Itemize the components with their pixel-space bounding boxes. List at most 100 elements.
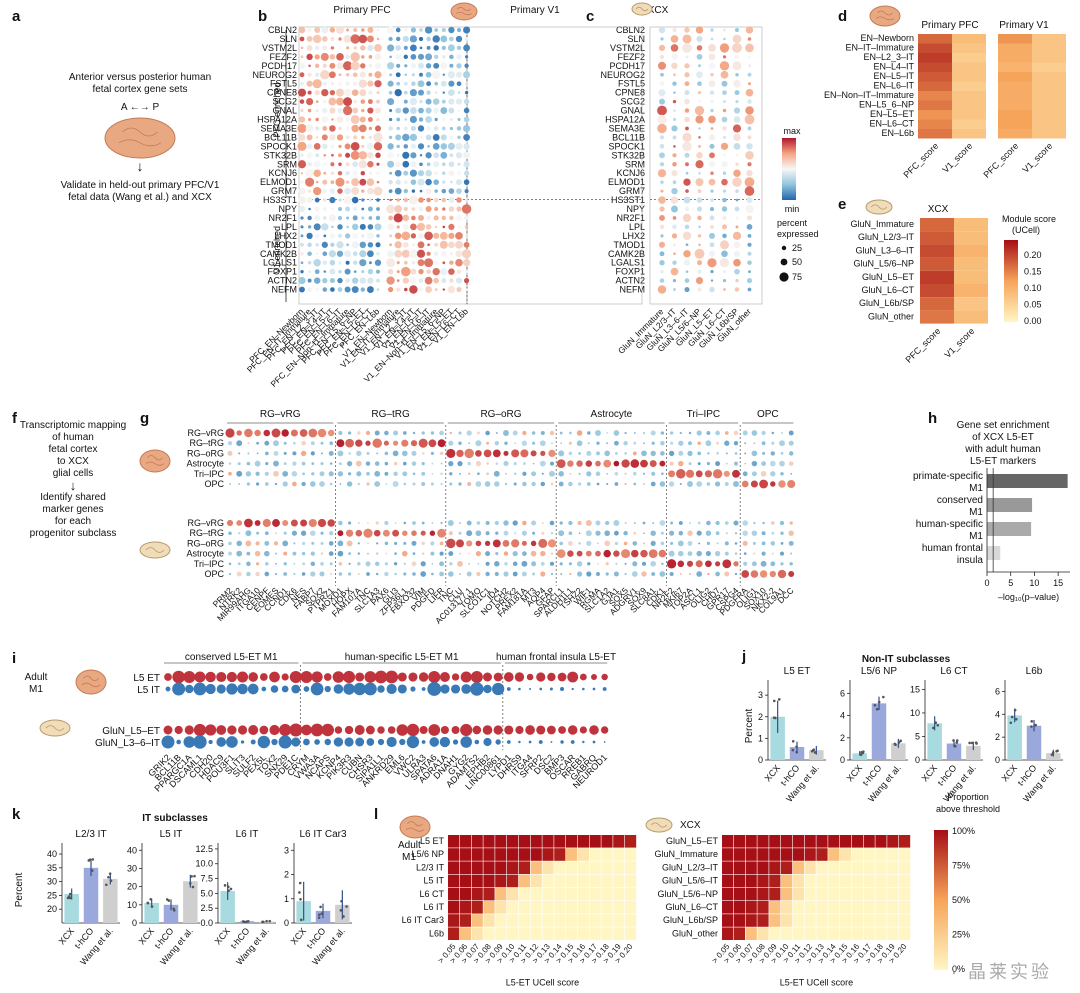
panel-g-dot [689, 522, 691, 524]
panel-b-dot [343, 34, 352, 43]
panel-b-dot [352, 251, 358, 257]
panel-data-point [1030, 720, 1034, 723]
panel-l-xcx-heatmap-cell [828, 848, 840, 861]
panel-k-chart-1-bar [103, 878, 118, 923]
panel-g-dot [346, 481, 353, 487]
panel-l-adult-heatmap-row-label: L5 IT [423, 876, 444, 886]
panel-b-dot [462, 259, 471, 267]
panel-i-adult-label-1: Adult [25, 672, 48, 683]
panel-b-dot [433, 45, 439, 51]
panel-b-dot [336, 97, 344, 106]
panel-g-dot [568, 541, 573, 546]
panel-c-dot [695, 178, 704, 187]
panel-b-dot [402, 160, 410, 168]
panel-data-point [795, 750, 799, 754]
panel-g-dot [521, 540, 527, 546]
panel-l-legend-title-2: above threshold [936, 804, 1000, 814]
panel-i-dot [259, 673, 268, 681]
panel-e-cell [954, 284, 988, 298]
panel-b-dot [389, 171, 392, 175]
panel-b-dot [402, 151, 410, 159]
panel-l-adult-heatmap-row-label: L6b [429, 928, 444, 938]
panel-b-dot [456, 171, 462, 176]
panel-g-dot [780, 472, 784, 476]
panel-b-dot [352, 161, 359, 168]
panel-g-dot [458, 441, 462, 445]
panel-i-brain-icon-shape [75, 669, 107, 695]
panel-b-dot [410, 179, 417, 185]
panel-g-dot [256, 441, 259, 445]
panel-g-dot [292, 451, 297, 456]
panel-g-dot [715, 531, 720, 536]
panel-l-xcx-heatmap-cell [781, 927, 793, 940]
panel-b-dot [313, 259, 321, 267]
panel-b-dot [376, 162, 380, 166]
panel-b-dot [374, 71, 382, 79]
panel-b-dot [434, 91, 438, 95]
panel-i-dot [515, 725, 524, 735]
panel-k-chart-2-y-tick-label: 30 [127, 863, 137, 873]
panel-j-y-axis-label: Percent [744, 709, 755, 744]
panel-g-dot [650, 481, 656, 487]
panel-l-xcx-heatmap-cell [781, 901, 793, 914]
panel-b-dot [328, 250, 336, 258]
panel-g-dot [724, 541, 729, 546]
panel-c-dot [698, 171, 701, 175]
panel-l-adult-heatmap-cell [601, 835, 613, 848]
panel-b-dot [411, 243, 415, 247]
panel-b-dot [386, 26, 395, 34]
panel-b-dot [463, 179, 470, 185]
panel-d-cell [952, 43, 986, 53]
panel-g-dot [246, 561, 251, 567]
panel-g-dot [624, 572, 627, 576]
panel-b-dot [455, 214, 463, 222]
panel-c-dot [722, 100, 727, 104]
panel-g-dot [670, 441, 674, 445]
panel-g-dot [568, 531, 573, 536]
panel-data-point [150, 905, 154, 908]
panel-g-dot [238, 483, 241, 485]
panel-i-dot [193, 735, 207, 749]
panel-i-dot [550, 741, 553, 743]
panel-b-dot [315, 242, 320, 247]
panel-g-dot [621, 549, 631, 559]
panel-data-point [317, 913, 321, 917]
panel-g-dot [410, 440, 418, 447]
panel-g-dot [742, 471, 748, 477]
panel-b-dot [366, 178, 375, 186]
panel-g-dot [715, 520, 720, 526]
panel-i-dot [269, 671, 280, 683]
panel-b-dot [402, 35, 409, 43]
panel-g-dot [357, 552, 360, 555]
panel-data-point [149, 897, 153, 901]
panel-g-dot [374, 561, 380, 567]
panel-data-point [247, 919, 250, 923]
panel-b-dot [300, 234, 304, 238]
panel-data-point [813, 751, 817, 754]
panel-c-dot [746, 224, 753, 230]
panel-g-dot [301, 541, 306, 546]
panel-l-adult-heatmap-cell [613, 848, 625, 861]
panel-c-dot [684, 98, 690, 105]
panel-b-dot [361, 144, 365, 148]
panel-g-dot [606, 432, 609, 434]
panel-j-chart-2-y-tick-label: 4 [840, 711, 845, 721]
panel-g-dot [394, 572, 397, 576]
panel-c-dot [710, 28, 714, 32]
panel-b-dot [396, 154, 400, 157]
panel-b-dot [298, 187, 306, 195]
panel-g-dot [697, 451, 702, 456]
panel-g-dot [477, 472, 480, 476]
panel-c-dot [708, 134, 716, 141]
panel-b-dot [345, 278, 350, 283]
panel-b-dot [329, 125, 336, 132]
panel-l-adult-heatmap-cell [625, 835, 637, 848]
panel-e-cell [920, 297, 954, 311]
panel-b-dot [307, 278, 312, 283]
panel-f-arrow: ↓ [69, 478, 77, 493]
panel-b-dot [419, 28, 423, 32]
panel-i-dot [193, 723, 207, 737]
panel-b-dot [359, 250, 367, 258]
panel-l-adult-heatmap-cell [459, 914, 471, 927]
panel-l-adult-heatmap-cell [542, 887, 554, 901]
